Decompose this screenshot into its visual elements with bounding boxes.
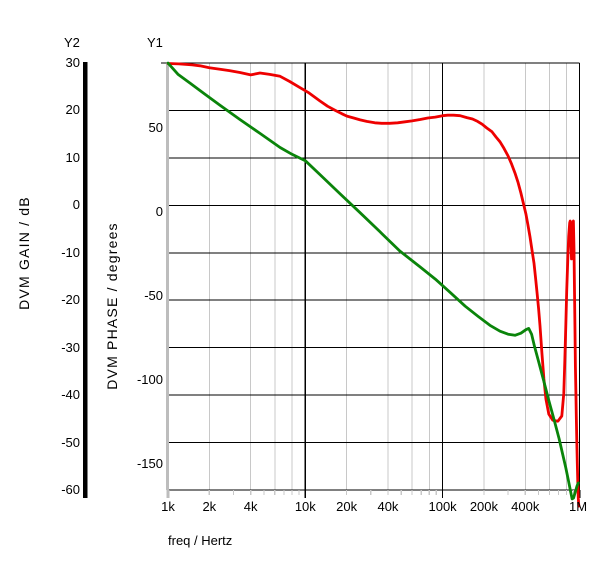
y1-tick-label: 50: [148, 119, 163, 135]
y1-tick-label: -100: [136, 372, 163, 387]
y2-tick-label: -20: [61, 292, 80, 308]
y2-tick-label: 10: [65, 149, 80, 165]
y2-tick-label: 30: [65, 55, 80, 70]
y2-tick-label: -40: [61, 387, 80, 403]
y1-tick-label: -150: [136, 456, 163, 472]
y1-tick-label: 0: [155, 203, 163, 219]
x-tick-label: 4k: [243, 499, 258, 514]
phase-curve: [166, 61, 580, 501]
x-tick-label: 1k: [161, 499, 175, 514]
y2-tick-label: -30: [61, 339, 80, 355]
x-tick-label: 2k: [202, 499, 217, 514]
y2-tick-label: -60: [61, 482, 80, 497]
y2-tick-label: 0: [72, 197, 80, 213]
x-tick-label: 400k: [511, 499, 540, 514]
y2-tick-label: 20: [65, 102, 80, 118]
x-tick-label: 100k: [428, 499, 457, 514]
x-tick-label: 10k: [294, 499, 316, 514]
x-tick-label: 200k: [469, 499, 499, 514]
x-tick-label: 40k: [377, 499, 399, 514]
y2-tick-label: -50: [61, 434, 80, 450]
y1-axis-name: Y1: [147, 35, 163, 50]
y2-tick-label: -10: [61, 244, 80, 260]
y2-axis-name: Y2: [64, 35, 80, 50]
x-tick-label: 1M: [568, 499, 588, 514]
x-tick-label: 20k: [336, 499, 358, 514]
y1-tick-label: -50: [144, 287, 163, 303]
x-axis-title: freq / Hertz: [168, 533, 233, 548]
gain-curve: [166, 62, 581, 508]
